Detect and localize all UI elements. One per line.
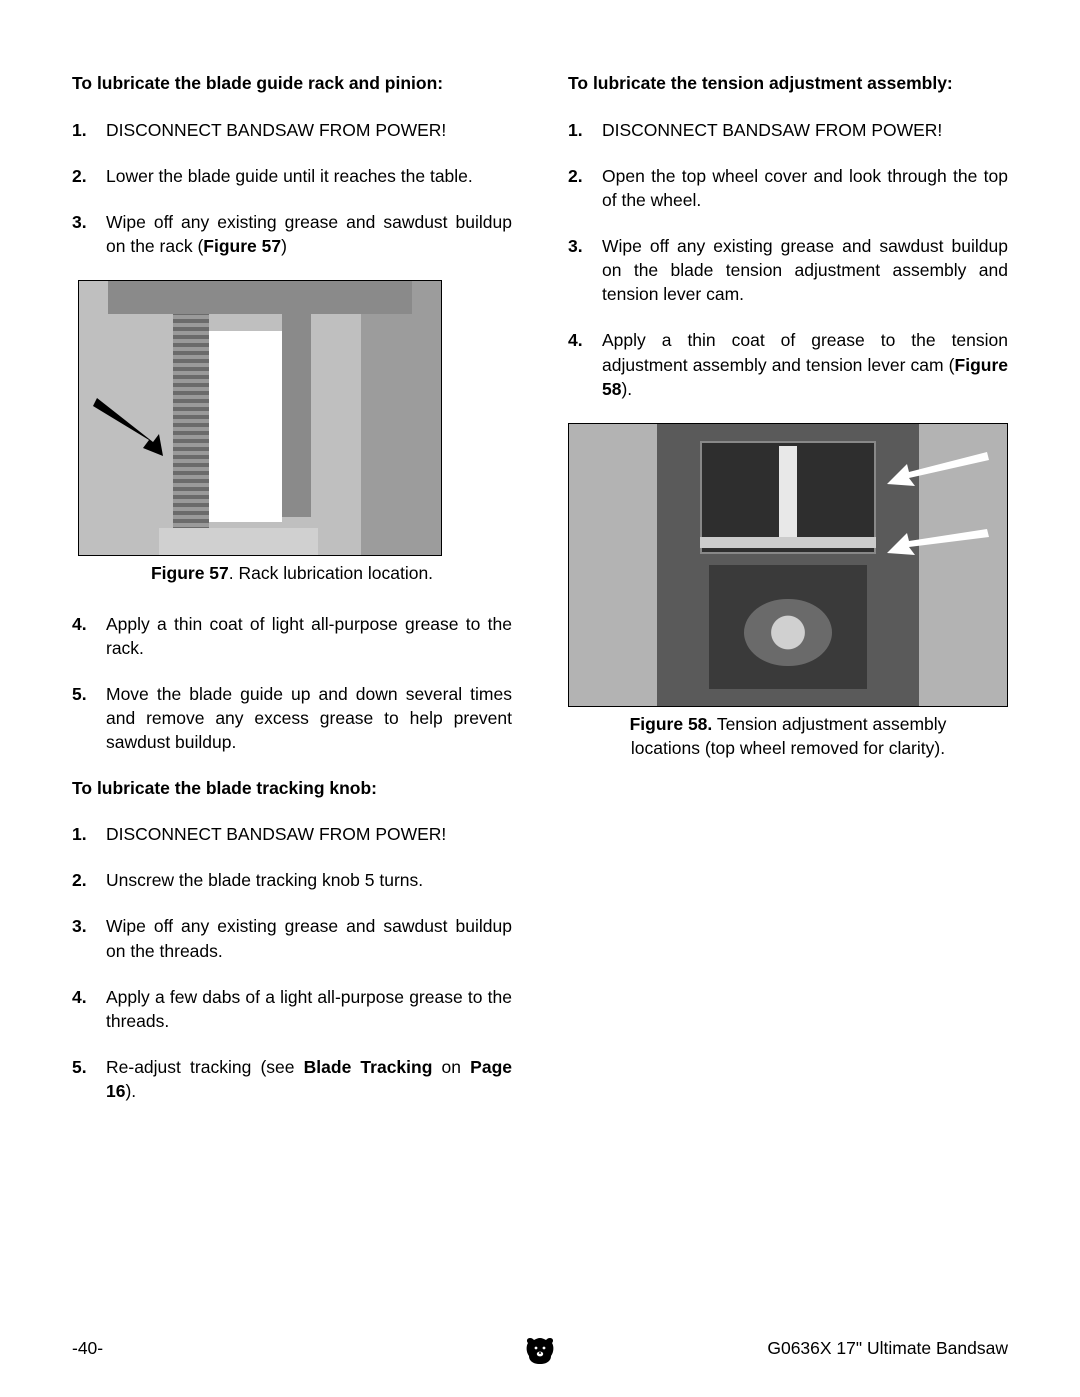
step-text: Open the top wheel cover and look throug… <box>602 166 1008 210</box>
step: 4. Apply a few dabs of a light all-purpo… <box>72 985 512 1033</box>
step-number: 2. <box>72 868 87 892</box>
page: To lubricate the blade guide rack and pi… <box>0 0 1080 1397</box>
step: 1. DISCONNECT BANDSAW FROM POWER! <box>568 118 1008 142</box>
step-text: Apply a thin coat of light all-purpose g… <box>106 614 512 658</box>
step-text: DISCONNECT BANDSAW FROM POWER! <box>106 824 446 844</box>
step-text: Wipe off any existing grease and sawdust… <box>106 916 512 960</box>
steps-tracking-knob: 1. DISCONNECT BANDSAW FROM POWER! 2. Uns… <box>72 822 512 1103</box>
step-number: 5. <box>72 682 87 706</box>
step-number: 2. <box>568 164 583 188</box>
step-text: Re-adjust tracking (see Blade Tracking o… <box>106 1057 512 1101</box>
step-number: 1. <box>568 118 583 142</box>
figure-57-caption: Figure 57. Rack lubrication location. <box>72 562 512 586</box>
heading-rack-pinion: To lubricate the blade guide rack and pi… <box>72 72 512 96</box>
heading-tracking-knob: To lubricate the blade tracking knob: <box>72 777 512 801</box>
arrow-icon <box>879 452 989 492</box>
step-number: 1. <box>72 118 87 142</box>
left-column: To lubricate the blade guide rack and pi… <box>72 72 512 1125</box>
step-text: Wipe off any existing grease and sawdust… <box>106 212 512 256</box>
step-number: 4. <box>72 985 87 1009</box>
step-text: Apply a thin coat of grease to the tensi… <box>602 330 1008 398</box>
step-number: 3. <box>72 914 87 938</box>
figure-58-placeholder <box>569 424 1007 706</box>
step-text: Apply a few dabs of a light all-purpose … <box>106 987 512 1031</box>
arrow-icon <box>93 396 183 456</box>
figure-57-image <box>78 280 442 556</box>
right-column: To lubricate the tension adjustment asse… <box>568 72 1008 1125</box>
step-number: 5. <box>72 1055 87 1079</box>
step: 1. DISCONNECT BANDSAW FROM POWER! <box>72 822 512 846</box>
step-text: DISCONNECT BANDSAW FROM POWER! <box>602 120 942 140</box>
step: 3. Wipe off any existing grease and sawd… <box>568 234 1008 306</box>
document-title: G0636X 17" Ultimate Bandsaw <box>767 1338 1008 1359</box>
step: 2. Open the top wheel cover and look thr… <box>568 164 1008 212</box>
step: 2. Unscrew the blade tracking knob 5 tur… <box>72 868 512 892</box>
step: 2. Lower the blade guide until it reache… <box>72 164 512 188</box>
step-number: 4. <box>568 328 583 352</box>
step-number: 3. <box>568 234 583 258</box>
step: 4. Apply a thin coat of grease to the te… <box>568 328 1008 400</box>
figure-57: Figure 57. Rack lubrication location. <box>72 280 512 586</box>
two-column-layout: To lubricate the blade guide rack and pi… <box>72 72 1008 1125</box>
figure-58: Figure 58. Tension adjustment assembly l… <box>568 423 1008 760</box>
step-number: 4. <box>72 612 87 636</box>
step-number: 3. <box>72 210 87 234</box>
step: 1. DISCONNECT BANDSAW FROM POWER! <box>72 118 512 142</box>
footer: -40- G0636X 17" Ultimate Bandsaw <box>72 1338 1008 1359</box>
figure-58-image <box>568 423 1008 707</box>
step: 5. Re-adjust tracking (see Blade Trackin… <box>72 1055 512 1103</box>
step-number: 2. <box>72 164 87 188</box>
steps-tension-assembly: 1. DISCONNECT BANDSAW FROM POWER! 2. Ope… <box>568 118 1008 401</box>
steps-rack-pinion-a: 1. DISCONNECT BANDSAW FROM POWER! 2. Low… <box>72 118 512 259</box>
arrow-icon <box>879 525 989 565</box>
step-text: Lower the blade guide until it reaches t… <box>106 166 473 186</box>
page-number: -40- <box>72 1338 103 1359</box>
steps-rack-pinion-b: 4. Apply a thin coat of light all-purpos… <box>72 612 512 755</box>
step: 3. Wipe off any existing grease and sawd… <box>72 210 512 258</box>
figure-57-placeholder <box>79 281 441 555</box>
step-text: Unscrew the blade tracking knob 5 turns. <box>106 870 423 890</box>
step: 4. Apply a thin coat of light all-purpos… <box>72 612 512 660</box>
figure-58-caption: Figure 58. Tension adjustment assembly l… <box>568 713 1008 760</box>
brand-logo <box>524 1334 556 1371</box>
bear-icon <box>524 1334 556 1366</box>
step-text: DISCONNECT BANDSAW FROM POWER! <box>106 120 446 140</box>
heading-tension-assembly: To lubricate the tension adjustment asse… <box>568 72 1008 96</box>
step-text: Wipe off any existing grease and sawdust… <box>602 236 1008 304</box>
step: 3. Wipe off any existing grease and sawd… <box>72 914 512 962</box>
step-number: 1. <box>72 822 87 846</box>
step: 5. Move the blade guide up and down seve… <box>72 682 512 754</box>
step-text: Move the blade guide up and down several… <box>106 684 512 752</box>
